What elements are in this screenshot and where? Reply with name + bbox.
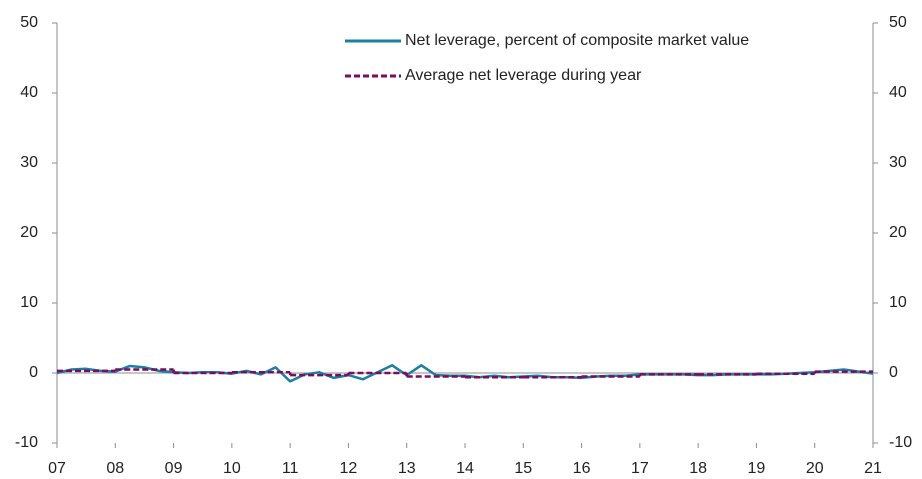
x-tick-label: 19 <box>748 460 766 477</box>
x-tick-label: 09 <box>165 460 183 477</box>
y2-tick-label: 50 <box>889 14 907 31</box>
x-tick-label: 07 <box>48 460 66 477</box>
y-tick-label: 10 <box>20 294 38 311</box>
x-tick-label: 13 <box>398 460 416 477</box>
x-tick-label: 14 <box>456 460 474 477</box>
y2-tick-label: 10 <box>889 294 907 311</box>
y-tick-label: 30 <box>20 154 38 171</box>
y-tick-label: 50 <box>20 14 38 31</box>
y-tick-label: -10 <box>15 434 38 451</box>
y2-tick-label: 20 <box>889 224 907 241</box>
y2-tick-label: 30 <box>889 154 907 171</box>
x-tick-label: 15 <box>514 460 532 477</box>
y2-tick-label: 40 <box>889 84 907 101</box>
x-tick-label: 12 <box>340 460 358 477</box>
y2-tick-label: 0 <box>889 364 898 381</box>
y2-tick-label: -10 <box>889 434 912 451</box>
y-tick-label: 20 <box>20 224 38 241</box>
x-tick-label: 16 <box>573 460 591 477</box>
x-tick-label: 21 <box>864 460 882 477</box>
x-tick-label: 17 <box>631 460 649 477</box>
y-tick-label: 40 <box>20 84 38 101</box>
x-tick-label: 11 <box>282 460 299 477</box>
legend-label: Average net leverage during year <box>405 67 642 84</box>
legend-label: Net leverage, percent of composite marke… <box>405 32 749 49</box>
x-tick-label: 18 <box>689 460 707 477</box>
y-tick-label: 0 <box>29 364 38 381</box>
x-tick-label: 08 <box>106 460 124 477</box>
x-tick-label: 10 <box>223 460 241 477</box>
x-tick-label: 20 <box>806 460 824 477</box>
